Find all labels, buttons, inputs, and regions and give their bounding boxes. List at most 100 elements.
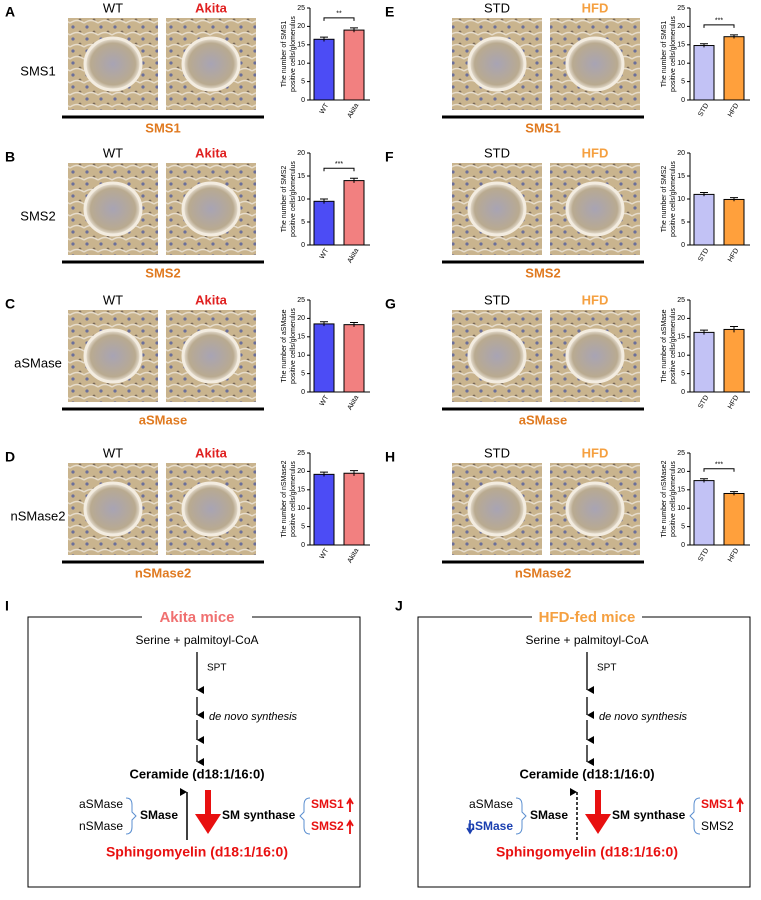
- x-tick-label: WT: [319, 547, 331, 561]
- glomerulus: [565, 328, 625, 384]
- brace: [689, 797, 701, 835]
- y-tick-label: 5: [301, 78, 305, 85]
- error-bar: [730, 325, 738, 333]
- enzyme-class: SMase: [530, 808, 568, 822]
- sig-bracket: [703, 468, 735, 472]
- bar: [693, 480, 715, 546]
- glomerulus: [467, 36, 527, 92]
- y-tick-label: 15: [677, 487, 685, 494]
- y-tick-label: 0: [301, 242, 305, 249]
- y-tick-label: 20: [677, 315, 685, 322]
- group-label: STD: [484, 0, 510, 15]
- bar: [723, 198, 745, 246]
- y-tick-label: 25: [297, 297, 305, 304]
- y-tick-label: 10: [297, 505, 305, 512]
- y-tick-label: 0: [681, 242, 685, 249]
- bar: [313, 200, 335, 246]
- y-tick-label: 20: [677, 23, 685, 30]
- group-label: WT: [103, 445, 123, 460]
- group-label: STD: [484, 145, 510, 160]
- error-bar: [700, 329, 708, 335]
- y-tick-label: 15: [297, 487, 305, 494]
- bar: [693, 45, 715, 101]
- panel: A WT Akita SMS1 SMS1 The number of SMS1 positi…: [5, 0, 370, 135]
- y-axis-label: The number of nSMase2: [661, 460, 668, 537]
- diagram-title: HFD-fed mice: [539, 609, 636, 626]
- y-tick-label: 20: [677, 150, 685, 157]
- brace: [299, 797, 311, 835]
- title-bg: [532, 607, 642, 627]
- y-tick-label: 0: [301, 542, 305, 549]
- error-bar: [320, 471, 328, 477]
- y-tick-label: 15: [677, 334, 685, 341]
- enzyme-class: SMase: [140, 808, 178, 822]
- error-bar: [350, 470, 358, 476]
- group-label: HFD: [582, 0, 609, 15]
- glomerulus: [83, 181, 143, 237]
- glomerulus: [181, 36, 241, 92]
- y-tick-label: 5: [301, 219, 305, 226]
- y-tick-label: 5: [681, 78, 685, 85]
- panel: D WT Akita nSMase2 nSMase2 The number of nSMa…: [5, 445, 370, 580]
- group-label: STD: [484, 445, 510, 460]
- y-tick-label: 15: [677, 42, 685, 49]
- x-tick-label: HFD: [727, 394, 740, 410]
- y-axis-label: positive cells/glomerulus: [290, 161, 297, 237]
- glomerulus: [565, 481, 625, 537]
- glomerulus: [467, 481, 527, 537]
- caption: nSMase2: [135, 565, 191, 580]
- y-tick-label: 0: [681, 542, 685, 549]
- bar: [343, 324, 365, 393]
- y-tick-label: 15: [297, 42, 305, 49]
- isoform: aSMase: [469, 797, 513, 811]
- row-label: SMS1: [20, 63, 55, 78]
- y-axis-label: positive cells/glomerulus: [670, 308, 677, 384]
- group-label: HFD: [582, 445, 609, 460]
- bar: [343, 29, 365, 101]
- significance: ***: [715, 18, 723, 25]
- panel-letter: A: [5, 4, 15, 20]
- y-tick-label: 20: [297, 23, 305, 30]
- y-tick-label: 10: [677, 505, 685, 512]
- row-label: SMS2: [20, 208, 55, 223]
- panel: C WT Akita aSMase aSMase The number of aSMase…: [5, 292, 370, 427]
- title-bg: [142, 607, 252, 627]
- y-axis-label: positive cells/glomerulus: [670, 16, 677, 92]
- panel-letter: J: [395, 598, 403, 614]
- substrate: Serine + palmitoyl-CoA: [135, 633, 258, 647]
- caption: SMS2: [145, 265, 180, 280]
- error-bar: [730, 34, 738, 39]
- bar: [313, 323, 335, 393]
- x-tick-label: HFD: [727, 547, 740, 563]
- error-bar: [700, 478, 708, 483]
- y-tick-label: 10: [677, 352, 685, 359]
- pathway-diagram: I Akita mice Serine + palmitoyl-CoA SPT de n…: [5, 598, 361, 888]
- forward-arrow-head: [585, 814, 611, 834]
- panel-letter: I: [5, 598, 9, 614]
- y-tick-label: 5: [301, 523, 305, 530]
- isoform: aSMase: [79, 797, 123, 811]
- forward-arrow-head: [195, 814, 221, 834]
- glomerulus: [83, 481, 143, 537]
- sig-bracket: [703, 24, 735, 28]
- bar: [693, 193, 715, 246]
- x-tick-label: STD: [697, 247, 710, 263]
- step: de novo synthesis: [599, 711, 688, 723]
- error-bar: [700, 43, 708, 48]
- error-bar: [700, 192, 708, 197]
- x-tick-label: STD: [697, 547, 710, 563]
- enzyme: SPT: [597, 663, 616, 674]
- glomerulus: [181, 328, 241, 384]
- x-tick-label: STD: [697, 394, 710, 410]
- panel: H STD HFD nSMase2 The number of nSMase2 posit…: [385, 445, 750, 580]
- panel-letter: E: [385, 4, 394, 20]
- enzyme: SPT: [207, 663, 226, 674]
- bar: [343, 180, 365, 246]
- bar: [723, 492, 745, 546]
- y-axis-label: The number of SMS1: [281, 21, 288, 88]
- up-arrow: [736, 797, 744, 812]
- y-tick-label: 10: [297, 352, 305, 359]
- isoform: SMS1: [701, 797, 734, 811]
- group-label: WT: [103, 292, 123, 307]
